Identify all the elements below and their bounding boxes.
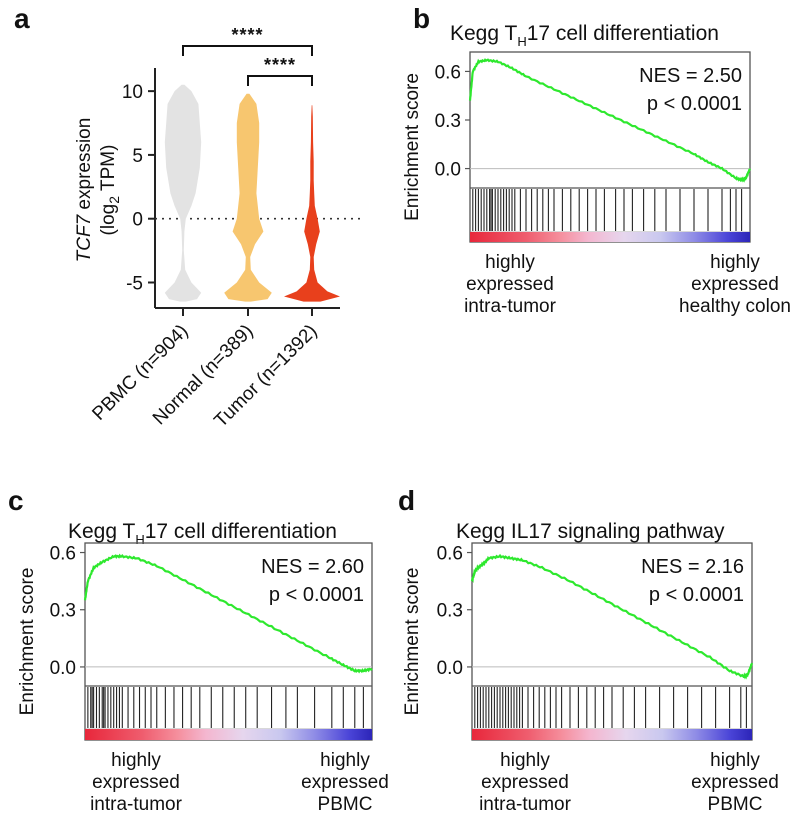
es-curve-b [468, 58, 752, 183]
pval-d: p < 0.0001 [649, 584, 744, 606]
violin-2 [284, 105, 340, 302]
rank-bar-d [472, 729, 752, 740]
a-ylabel-line2: (log2 TPM) [98, 145, 122, 236]
left-caption-c: expressed [92, 772, 180, 793]
panel-label-c: c [8, 485, 24, 516]
left-caption-d: highly [500, 750, 550, 771]
rank-bar-b [470, 232, 750, 242]
title-c: Kegg TH17 cell differentiation [68, 520, 337, 547]
right-caption-d: highly [710, 750, 760, 771]
title-pre: Kegg T [68, 520, 135, 543]
ytick-label-b: 0.0 [435, 160, 461, 181]
title-sub: H [135, 532, 144, 547]
ytick-label-c: 0.0 [50, 658, 76, 679]
a-ytick-label: 10 [122, 82, 143, 103]
ytick-label-d: 0.3 [437, 601, 463, 622]
panel-label-d: d [398, 485, 415, 516]
left-caption-d: expressed [481, 772, 569, 793]
right-caption-c: expressed [301, 772, 389, 793]
nes-c: NES = 2.60 [261, 556, 364, 578]
ytick-label-c: 0.3 [50, 601, 76, 622]
a-ylabel-post: TPM) [98, 145, 119, 196]
right-caption-d: expressed [691, 772, 779, 793]
a-ylabel-pre: (log [98, 204, 119, 236]
pval-c: p < 0.0001 [269, 584, 364, 606]
ylabel-b: Enrichment score [402, 73, 423, 221]
rank-bar-c [85, 729, 372, 740]
ytick-label-b: 0.6 [435, 62, 461, 83]
right-caption-b: expressed [691, 274, 779, 295]
a-significance-label: **** [264, 55, 296, 75]
panel-label-b: b [413, 3, 430, 34]
left-caption-c: intra-tumor [90, 794, 183, 815]
title-d: Kegg IL17 signaling pathway [456, 520, 725, 543]
a-significance-label: **** [231, 25, 263, 45]
title-sub: H [517, 34, 526, 49]
left-caption-b: highly [485, 252, 535, 273]
title-pre: Kegg T [450, 22, 517, 45]
a-ytick-label: 5 [132, 146, 143, 167]
violin-1 [224, 93, 272, 302]
ytick-label-c: 0.6 [50, 544, 76, 565]
ylabel-c: Enrichment score [17, 568, 38, 716]
right-caption-c: highly [320, 750, 370, 771]
left-caption-c: highly [111, 750, 161, 771]
a-ytick-label: 0 [132, 210, 143, 231]
left-caption-b: expressed [466, 274, 554, 295]
es-curve-c [83, 553, 373, 674]
a-ylabel-line1: TCF7 expression [74, 118, 95, 263]
right-caption-d: PBMC [708, 794, 763, 815]
left-caption-b: intra-tumor [464, 296, 557, 317]
ytick-label-d: 0.0 [437, 658, 463, 679]
a-ytick-label: -5 [126, 273, 143, 294]
right-caption-c: PBMC [318, 794, 373, 815]
title-post: 17 cell differentiation [527, 22, 719, 45]
nes-b: NES = 2.50 [639, 65, 742, 87]
left-caption-d: intra-tumor [479, 794, 572, 815]
panel-label-a: a [14, 3, 30, 34]
a-ylabel-sub: 2 [106, 196, 122, 204]
a-ylabel-rest: expression [74, 118, 95, 215]
ylabel-d: Enrichment score [402, 568, 423, 716]
a-ylabel-gene: TCF7 [74, 213, 95, 262]
title-b: Kegg TH17 cell differentiation [450, 22, 719, 49]
title-post: 17 cell differentiation [145, 520, 337, 543]
a-bracket [182, 45, 313, 56]
nes-d: NES = 2.16 [641, 556, 744, 578]
pval-b: p < 0.0001 [647, 93, 742, 115]
a-bracket [247, 75, 313, 86]
ytick-label-b: 0.3 [435, 111, 461, 132]
ytick-label-d: 0.6 [437, 544, 463, 565]
violin-0 [164, 84, 202, 302]
right-caption-b: highly [710, 252, 760, 273]
es-curve-d [470, 553, 754, 680]
right-caption-b: healthy colon [679, 296, 791, 317]
